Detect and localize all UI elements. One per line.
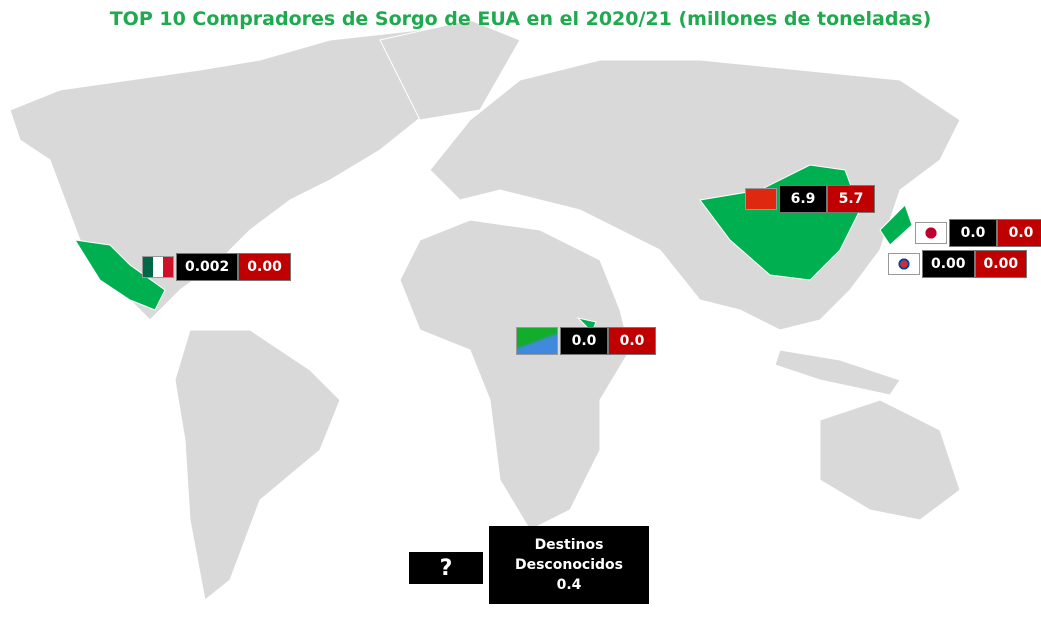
unknown-icon: ? [409,552,483,584]
africa [399,219,631,531]
mexico [74,239,166,311]
value: 0.0 [949,219,997,247]
marker: 6.9 5.7 [745,185,875,213]
flag [915,222,947,244]
value: 0.0 [560,327,608,355]
unknown-box: Destinos Desconocidos 0.4 [489,526,649,604]
north-america [9,29,471,321]
flag [142,256,174,278]
value: 0.002 [176,253,239,281]
indonesia [774,349,901,396]
value: 0.0 [608,327,656,355]
marker: 0.002 0.00 [142,253,291,281]
flag [888,253,920,275]
japan [879,204,913,246]
value: 0.00 [974,250,1028,278]
south-america [174,329,341,601]
greenland [379,19,521,121]
flag [516,327,558,355]
marker: 0.0 0.0 [915,219,1041,247]
marker: 0.0 0.0 [516,327,656,355]
value: 0.00 [238,253,291,281]
australia [819,399,961,521]
value: 6.9 [779,185,827,213]
title: TOP 10 Compradores de Sorgo de EUA en el… [109,8,932,30]
value: 5.7 [827,185,875,213]
unknown-value: 0.4 [556,577,582,593]
value: 0.00 [922,250,975,278]
value: 0.0 [997,219,1041,247]
unknown-label: Destinos Desconocidos [514,537,624,573]
marker: 0.00 0.00 [888,250,1028,278]
flag [745,188,777,210]
